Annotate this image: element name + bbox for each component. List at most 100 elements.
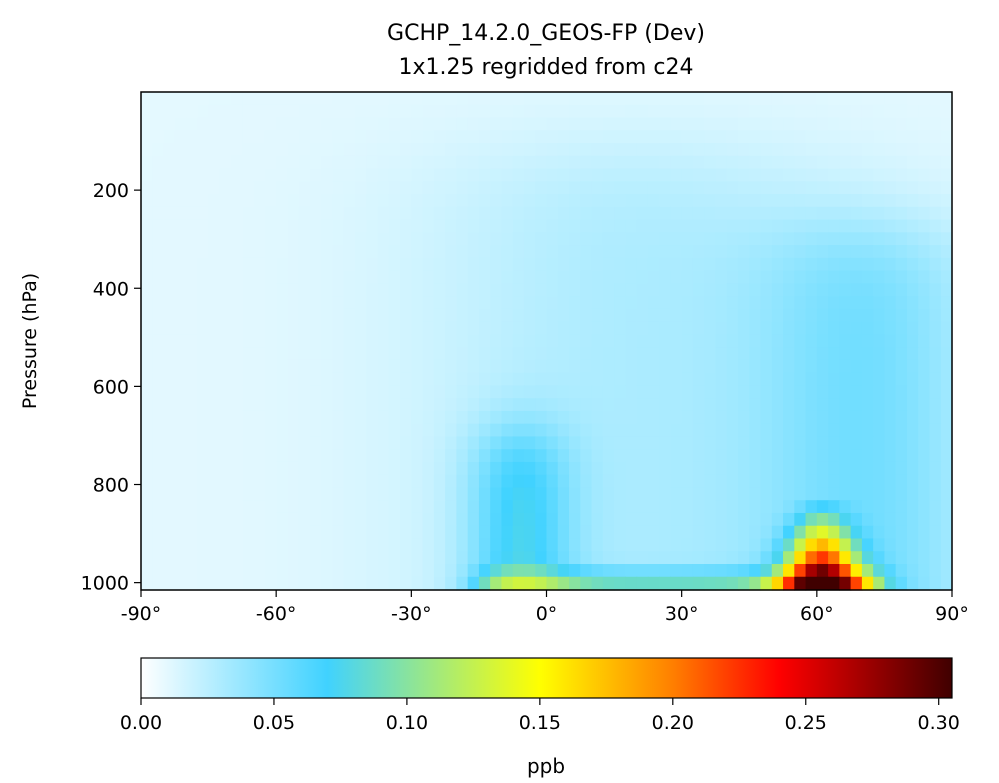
heatmap-cell xyxy=(287,296,300,310)
heatmap-cell xyxy=(186,398,198,412)
heatmap-cell xyxy=(906,104,919,119)
heatmap-cell xyxy=(264,487,277,501)
heatmap-cell xyxy=(174,449,187,463)
heatmap-cell xyxy=(445,564,457,578)
heatmap-cell xyxy=(208,130,221,144)
heatmap-cell xyxy=(884,372,897,387)
heatmap-cell xyxy=(186,296,198,310)
heatmap-cell xyxy=(163,155,176,170)
heatmap-cell xyxy=(321,359,334,374)
heatmap-cell xyxy=(321,347,334,361)
heatmap-cell xyxy=(614,359,626,374)
heatmap-cell xyxy=(276,551,289,565)
heatmap-cell xyxy=(490,92,503,106)
heatmap-cell xyxy=(704,206,717,221)
heatmap-cell xyxy=(512,143,525,157)
heatmap-cell xyxy=(253,500,266,514)
heatmap-cell xyxy=(940,538,953,552)
heatmap-cell xyxy=(186,538,198,552)
heatmap-cell xyxy=(760,449,773,463)
heatmap-cell xyxy=(388,410,401,425)
heatmap-cell xyxy=(467,538,480,552)
heatmap-cell xyxy=(636,245,649,259)
heatmap-cell xyxy=(512,359,525,374)
heatmap-cell xyxy=(906,423,919,438)
heatmap-cell xyxy=(456,117,469,131)
heatmap-cell xyxy=(873,104,886,119)
heatmap-cell xyxy=(377,283,390,297)
heatmap-cell xyxy=(478,117,491,131)
heatmap-cell xyxy=(794,423,807,438)
heatmap-cell xyxy=(309,130,322,144)
heatmap-cell xyxy=(704,538,717,552)
heatmap-cell xyxy=(422,194,435,208)
heatmap-cell xyxy=(377,168,390,182)
heatmap-cell xyxy=(535,270,548,284)
heatmap-cell xyxy=(929,359,942,374)
heatmap-cell xyxy=(490,372,503,387)
heatmap-cell xyxy=(940,296,953,310)
heatmap-cell xyxy=(163,321,176,335)
heatmap-cell xyxy=(557,308,570,323)
heatmap-cell xyxy=(749,512,762,527)
heatmap-cell xyxy=(636,449,649,463)
heatmap-cell xyxy=(174,385,187,399)
heatmap-cell xyxy=(692,538,705,552)
heatmap-cell xyxy=(501,512,514,527)
heatmap-cell xyxy=(828,538,840,552)
heatmap-cell xyxy=(163,219,176,233)
heatmap-cell xyxy=(816,168,829,182)
heatmap-cell xyxy=(726,104,739,119)
heatmap-cell xyxy=(614,487,626,501)
heatmap-cell xyxy=(298,449,311,463)
heatmap-cell xyxy=(704,551,717,565)
heatmap-cell xyxy=(276,117,289,131)
heatmap-cell xyxy=(625,194,638,208)
heatmap-cell xyxy=(422,538,435,552)
heatmap-cell xyxy=(197,155,210,170)
heatmap-cell xyxy=(546,525,559,540)
heatmap-cell xyxy=(512,168,525,182)
heatmap-cell xyxy=(805,283,818,297)
heatmap-cell xyxy=(749,168,762,182)
heatmap-cell xyxy=(141,155,153,170)
heatmap-cell xyxy=(940,372,953,387)
heatmap-cell xyxy=(918,334,931,348)
heatmap-cell xyxy=(794,398,807,412)
heatmap-cell xyxy=(760,206,773,221)
heatmap-cell xyxy=(884,410,897,425)
heatmap-cell xyxy=(174,143,187,157)
heatmap-cell xyxy=(163,283,176,297)
heatmap-cell xyxy=(591,423,604,438)
heatmap-cell xyxy=(681,92,694,106)
heatmap-cell xyxy=(174,117,187,131)
heatmap-cell xyxy=(174,538,187,552)
heatmap-cell xyxy=(535,143,548,157)
heatmap-cell xyxy=(501,525,514,540)
heatmap-cell xyxy=(523,436,536,450)
heatmap-cell xyxy=(163,551,176,565)
heatmap-cell xyxy=(253,347,266,361)
heatmap-cell xyxy=(309,551,322,565)
heatmap-cell xyxy=(737,474,750,489)
heatmap-cell xyxy=(557,245,570,259)
heatmap-cell xyxy=(231,219,243,233)
heatmap-cell xyxy=(512,449,525,463)
heatmap-cell xyxy=(141,410,153,425)
heatmap-cell xyxy=(918,385,931,399)
heatmap-cell xyxy=(704,308,717,323)
heatmap-cell xyxy=(366,474,379,489)
heatmap-cell xyxy=(839,130,852,144)
heatmap-cell xyxy=(625,449,638,463)
heatmap-cell xyxy=(422,130,435,144)
heatmap-cell xyxy=(366,564,379,578)
heatmap-cell xyxy=(580,206,593,221)
heatmap-cell xyxy=(929,117,942,131)
heatmap-cell xyxy=(715,155,728,170)
heatmap-cell xyxy=(828,347,840,361)
heatmap-cell xyxy=(141,130,153,144)
heatmap-cell xyxy=(174,219,187,233)
heatmap-cell xyxy=(186,117,198,131)
heatmap-cell xyxy=(456,576,469,591)
heatmap-cell xyxy=(569,500,581,514)
